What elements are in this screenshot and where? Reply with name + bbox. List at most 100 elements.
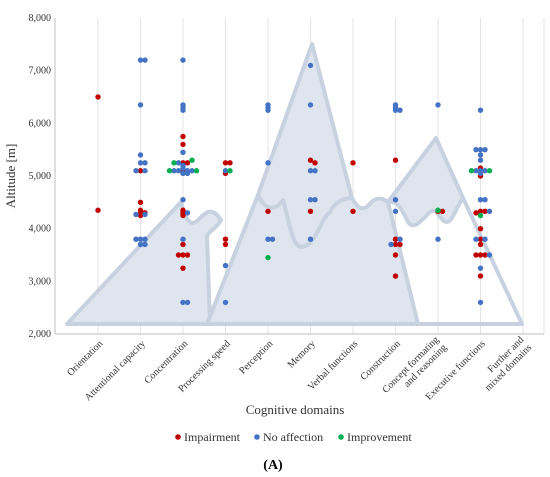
data-point (180, 197, 186, 203)
data-point (392, 157, 399, 163)
data-point (142, 57, 148, 63)
data-point (486, 168, 493, 174)
data-point (397, 236, 403, 242)
data-point (350, 208, 356, 214)
data-point (189, 157, 195, 163)
mountain-right-peak (386, 136, 465, 228)
y-axis-title: Altitude [m] (3, 144, 18, 209)
data-point (227, 168, 233, 174)
data-point (312, 168, 318, 174)
data-points (95, 57, 493, 306)
data-point (184, 210, 191, 216)
data-point (477, 236, 484, 242)
data-point (477, 152, 484, 158)
data-point (180, 236, 186, 242)
data-point (473, 168, 479, 174)
data-point (137, 236, 144, 242)
data-point (180, 170, 186, 177)
data-point (142, 211, 148, 218)
data-point (180, 165, 186, 171)
data-point (265, 208, 271, 214)
data-point (435, 207, 441, 213)
data-point (222, 168, 229, 174)
data-point (180, 141, 186, 148)
data-point (137, 199, 144, 206)
data-point (312, 197, 318, 203)
legend-label: Improvement (347, 430, 412, 444)
data-point (477, 170, 484, 177)
data-point (392, 208, 399, 214)
data-point (307, 157, 314, 163)
data-point (184, 170, 191, 177)
data-point (265, 236, 271, 242)
data-point (171, 160, 177, 166)
data-point (222, 262, 229, 269)
data-point (175, 160, 182, 166)
data-point (468, 168, 475, 174)
legend-marker (254, 434, 260, 440)
data-point (137, 57, 144, 63)
data-point (477, 197, 484, 203)
data-point (137, 168, 144, 174)
y-tick-label: 7,000 (29, 66, 52, 77)
y-tick-label: 4,000 (29, 224, 52, 235)
legend: Impairment No affection Improvement (175, 430, 412, 444)
data-point (265, 254, 271, 261)
data-point (222, 160, 229, 166)
mountain-left (65, 200, 223, 326)
data-point (180, 107, 186, 113)
data-point (142, 236, 148, 242)
data-point (137, 152, 144, 158)
data-point (142, 241, 148, 248)
panel-label: (A) (263, 458, 283, 473)
data-point (486, 252, 493, 258)
data-point (397, 107, 403, 113)
data-point (95, 207, 101, 213)
data-point (477, 157, 484, 163)
data-point (482, 236, 488, 242)
data-point (171, 168, 177, 174)
data-point (95, 94, 101, 100)
data-point (473, 236, 479, 242)
x-tick-label: Perception (237, 338, 275, 376)
data-point (180, 57, 186, 63)
data-point (180, 133, 186, 140)
data-point (133, 236, 139, 242)
data-point (473, 210, 479, 216)
y-tick-label: 5,000 (29, 171, 52, 182)
data-point (180, 241, 186, 248)
data-point (435, 102, 441, 108)
data-point (180, 149, 186, 155)
x-tick-label: Memory (286, 338, 318, 370)
data-point (307, 197, 314, 203)
data-point (222, 299, 229, 306)
data-point (435, 236, 441, 242)
legend-marker (338, 434, 344, 440)
data-point (477, 241, 484, 248)
data-point (477, 146, 484, 153)
x-axis-title: Cognitive domains (246, 402, 345, 417)
data-point (482, 208, 488, 214)
data-point (137, 212, 144, 219)
data-point (133, 211, 139, 218)
y-tick-label: 3,000 (29, 276, 52, 287)
data-point (486, 208, 493, 214)
data-point (175, 168, 182, 174)
legend-label: Impairment (184, 430, 241, 444)
legend-marker (175, 434, 181, 440)
data-point (312, 160, 318, 166)
x-tick-label: Orientation (65, 338, 105, 378)
data-point (265, 107, 271, 113)
data-point (482, 146, 488, 153)
data-point (350, 160, 356, 166)
data-point (133, 168, 139, 174)
data-point (184, 252, 191, 258)
data-point (392, 241, 399, 248)
data-point (180, 252, 186, 258)
data-point (166, 168, 173, 174)
data-point (265, 160, 271, 166)
data-point (439, 208, 446, 214)
data-point (222, 241, 229, 248)
data-point (137, 102, 144, 108)
data-point (477, 212, 484, 219)
